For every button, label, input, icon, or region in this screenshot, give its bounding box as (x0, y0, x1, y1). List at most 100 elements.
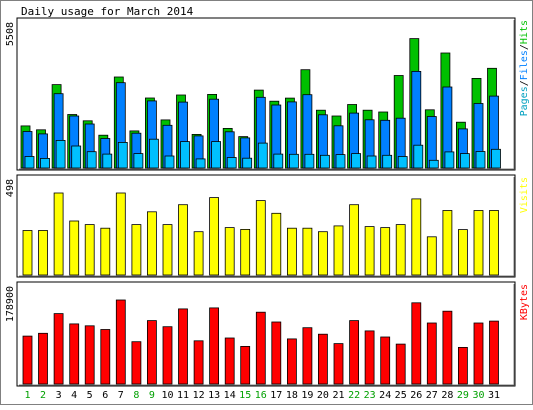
bar-pages-day-30 (475, 151, 486, 169)
bar-visits-day-23 (364, 226, 375, 276)
bar-pages-day-29 (459, 153, 470, 169)
bar-pages-day-17 (273, 153, 284, 169)
series-label-part: Visits (519, 177, 530, 213)
bar-visits-day-25 (395, 224, 406, 276)
bar-kbytes-day-7 (115, 299, 126, 385)
series-label-part: / (519, 80, 530, 86)
day-label-20: 20 (317, 390, 329, 401)
bar-pages-day-5 (86, 151, 97, 169)
day-label-17: 17 (270, 390, 282, 401)
day-label-30: 30 (472, 390, 484, 401)
day-label-2: 2 (40, 390, 46, 401)
bar-kbytes-day-6 (100, 329, 111, 385)
day-label-28: 28 (441, 390, 453, 401)
bar-pages-day-18 (288, 153, 299, 169)
bar-pages-day-26 (413, 144, 424, 169)
bar-pages-day-14 (226, 157, 237, 169)
bar-pages-day-6 (102, 153, 113, 169)
bar-kbytes-day-2 (38, 332, 48, 385)
day-label-21: 21 (332, 390, 344, 401)
bar-kbytes-day-4 (69, 323, 80, 385)
bar-visits-day-12 (193, 231, 204, 276)
bar-pages-day-1 (24, 156, 35, 169)
bar-kbytes-day-17 (271, 321, 282, 385)
bar-kbytes-day-26 (411, 302, 422, 385)
panel-kbytes: 178900 KBytes (5, 281, 530, 387)
bar-kbytes-day-21 (333, 343, 344, 385)
bar-kbytes-day-15 (240, 345, 251, 385)
bar-visits-day-7 (115, 192, 126, 276)
bar-visits-day-31 (489, 210, 499, 276)
bar-kbytes-day-22 (349, 320, 360, 385)
series-label-part: Hits (519, 20, 530, 44)
bar-kbytes-day-13 (209, 307, 220, 385)
bar-visits-day-22 (349, 204, 360, 276)
bar-visits-day-3 (53, 192, 64, 276)
day-label-27: 27 (426, 390, 438, 401)
bar-pages-day-31 (491, 148, 501, 169)
bar-visits-day-24 (380, 227, 391, 276)
day-label-24: 24 (379, 390, 391, 401)
bar-pages-day-9 (148, 138, 159, 169)
bar-kbytes-day-27 (426, 322, 437, 385)
day-label-29: 29 (457, 390, 469, 401)
bar-visits-day-13 (209, 197, 220, 276)
bar-pages-day-13 (211, 141, 222, 169)
bar-kbytes-day-9 (146, 320, 157, 385)
series-label: KBytes (519, 284, 530, 320)
day-label-10: 10 (161, 390, 173, 401)
day-label-1: 1 (24, 390, 30, 401)
bar-kbytes-day-25 (395, 343, 406, 385)
bar-kbytes-day-12 (193, 340, 204, 385)
day-label-3: 3 (56, 390, 62, 401)
bar-visits-day-15 (240, 228, 251, 276)
bar-pages-day-16 (257, 142, 268, 169)
bar-visits-day-17 (271, 212, 282, 276)
bar-kbytes-day-19 (302, 327, 313, 385)
bar-pages-day-11 (180, 141, 190, 169)
bar-visits-day-6 (100, 227, 111, 276)
bar-pages-day-10 (164, 155, 175, 169)
day-label-15: 15 (239, 390, 251, 401)
series-label-part: KBytes (519, 284, 530, 320)
panel-visits: 498 Visits (5, 174, 530, 278)
bar-pages-day-15 (242, 157, 253, 169)
bar-pages-day-28 (444, 151, 455, 169)
day-label-14: 14 (224, 390, 236, 401)
bar-kbytes-day-5 (84, 325, 95, 385)
bar-kbytes-day-31 (489, 320, 499, 385)
day-label-25: 25 (395, 390, 407, 401)
bar-visits-day-10 (162, 224, 173, 276)
day-label-16: 16 (255, 390, 267, 401)
day-label-5: 5 (87, 390, 93, 401)
bar-kbytes-day-18 (286, 338, 297, 385)
bar-pages-day-8 (133, 153, 144, 169)
day-label-13: 13 (208, 390, 220, 401)
series-label-part: Pages (519, 86, 530, 116)
day-label-7: 7 (118, 390, 124, 401)
bar-visits-day-18 (286, 227, 297, 276)
day-label-11: 11 (177, 390, 189, 401)
day-labels-layer: 1 2 3 4 5 6 7 8 9 10 11 12 13 14 15 16 17 18 19 20 21 22 23 24 2… (24, 390, 500, 401)
bar-kbytes-day-11 (178, 308, 188, 385)
day-label-31: 31 (488, 390, 500, 401)
series-label-part: / (519, 44, 530, 50)
bar-kbytes-day-20 (317, 333, 328, 385)
bar-kbytes-day-28 (442, 310, 453, 385)
bar-pages-day-27 (428, 159, 439, 169)
y-max-label: 5508 (5, 22, 16, 46)
bar-visits-day-29 (457, 229, 468, 276)
day-label-12: 12 (193, 390, 205, 401)
bar-pages-day-4 (71, 145, 82, 169)
bar-pages-day-22 (351, 153, 362, 169)
day-label-22: 22 (348, 390, 360, 401)
bar-visits-day-8 (131, 224, 142, 276)
bar-visits-day-1 (22, 230, 33, 276)
bar-visits-day-14 (224, 227, 235, 276)
bar-visits-day-9 (146, 211, 157, 276)
day-label-19: 19 (301, 390, 313, 401)
day-label-4: 4 (71, 390, 77, 401)
bar-pages-day-12 (195, 158, 206, 169)
